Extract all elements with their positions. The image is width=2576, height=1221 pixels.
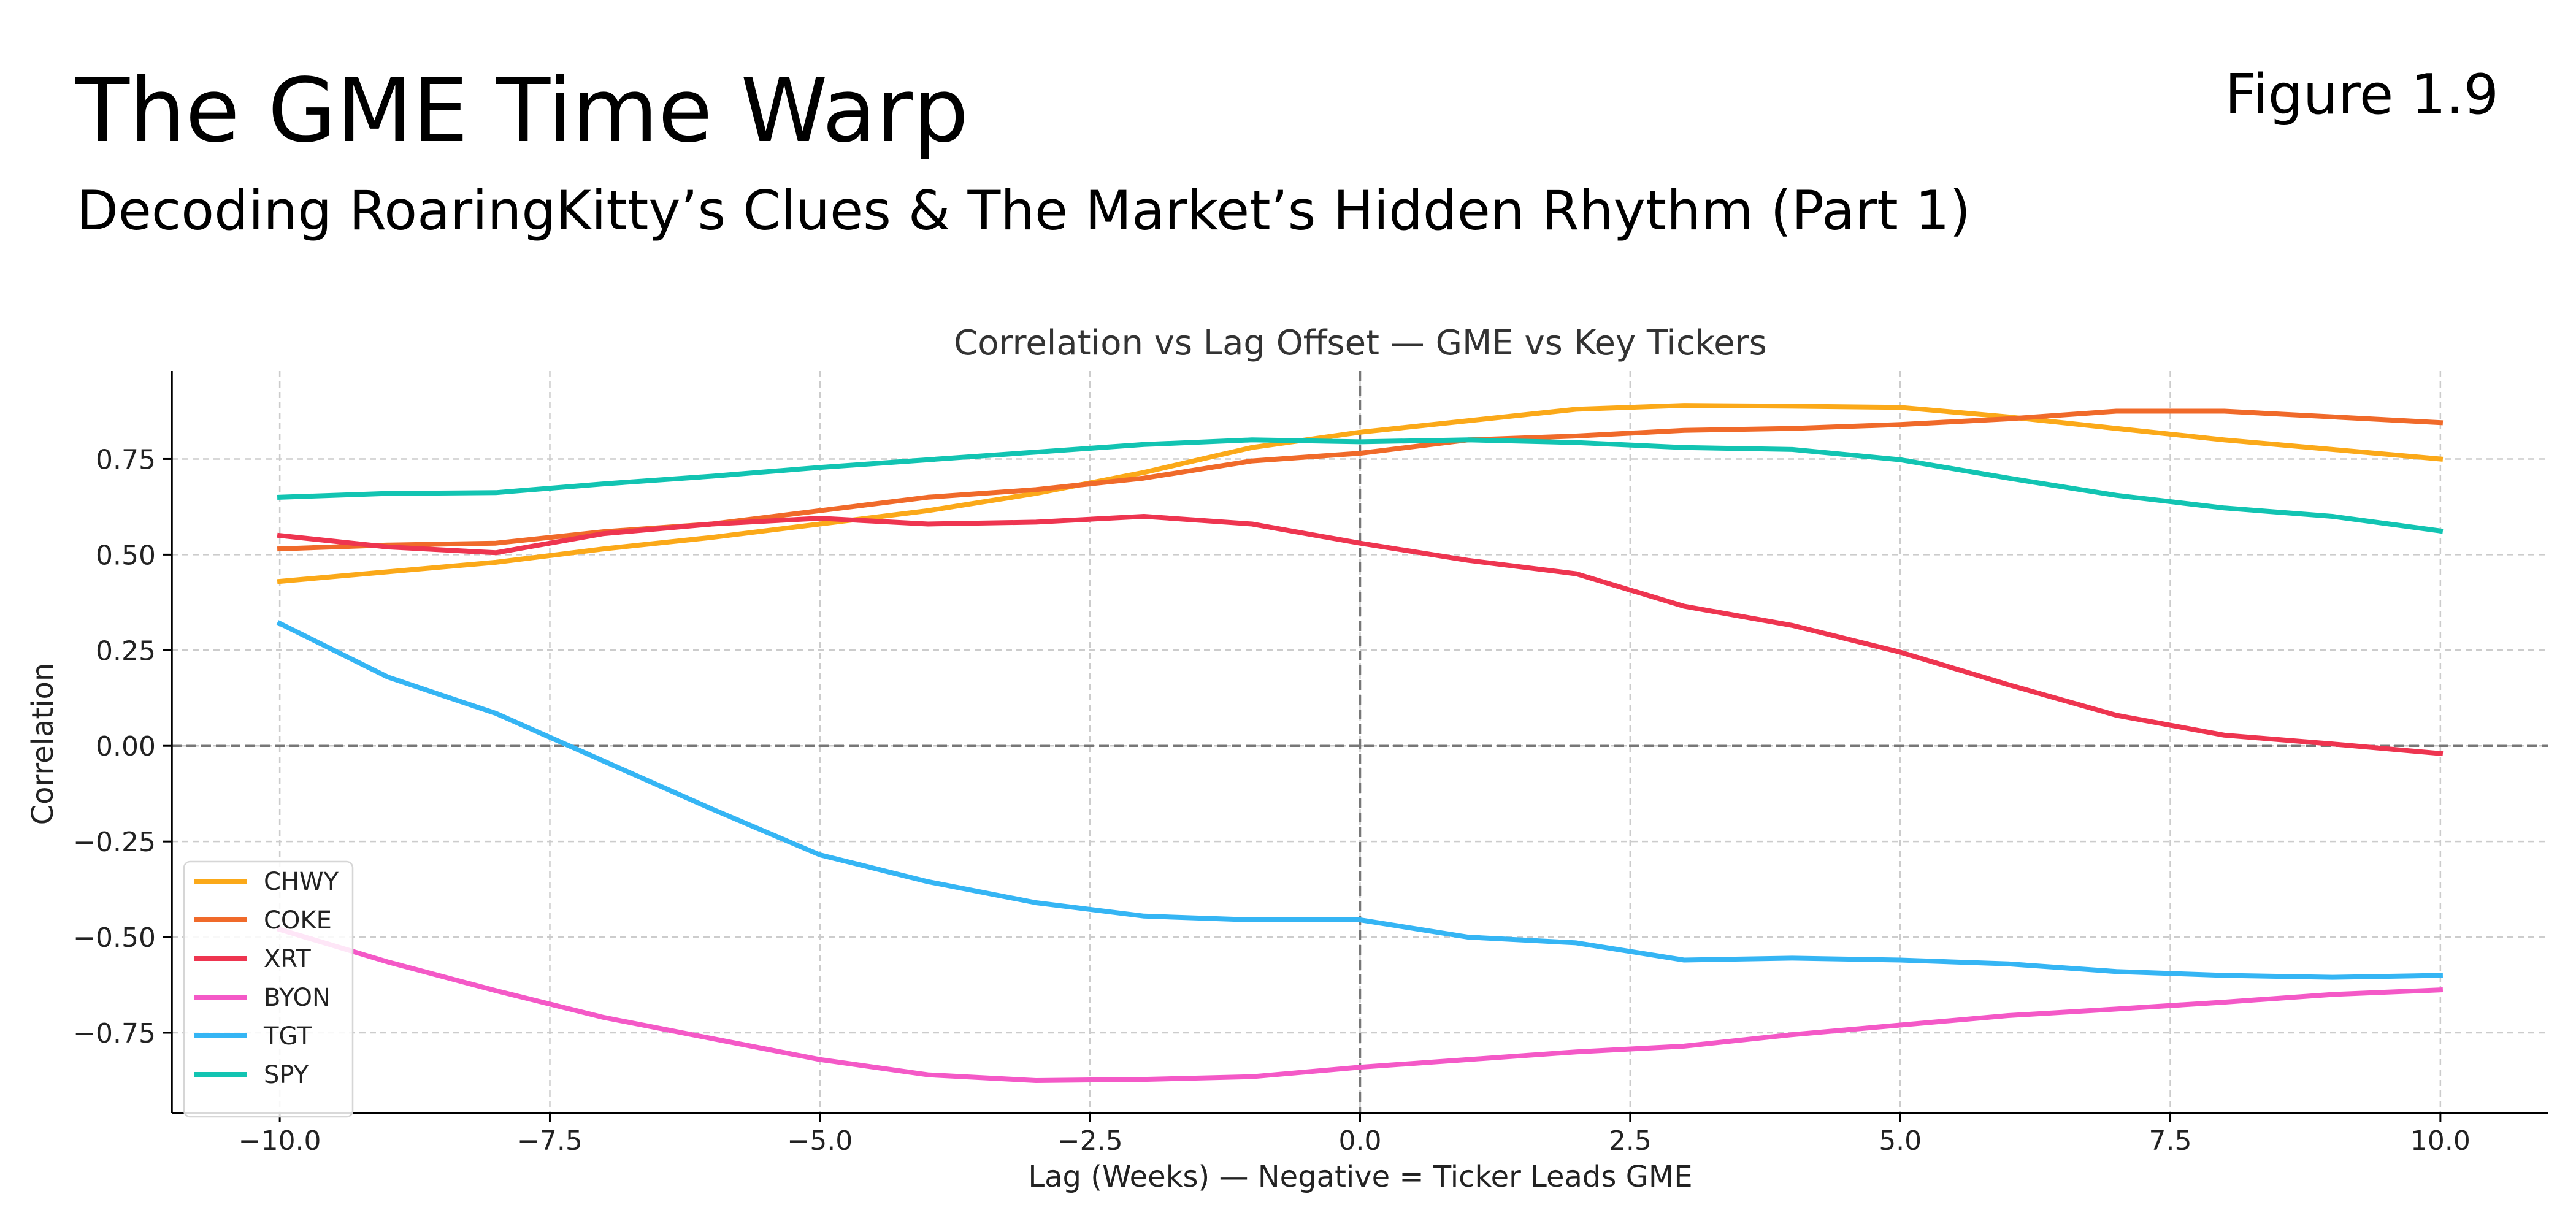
series-line-xrt: [277, 514, 2444, 757]
legend-label-xrt: XRT: [264, 945, 311, 973]
legend-label-tgt: TGT: [263, 1022, 312, 1051]
chart-title: Correlation vs Lag Offset — GME vs Key T…: [954, 323, 1767, 363]
reference-lines: [172, 371, 2548, 1113]
y-tick-label: −0.50: [73, 922, 156, 954]
legend-label-spy: SPY: [264, 1061, 309, 1089]
page-subtitle: Decoding RoaringKitty’s Clues & The Mark…: [77, 179, 1971, 242]
legend-label-byon: BYON: [264, 984, 331, 1012]
series-lines: [276, 403, 2444, 1083]
legend: CHWY COKE XRT BYON TGT SPY: [183, 860, 354, 1118]
series-line-byon: [277, 926, 2444, 1083]
y-axis-label: Correlation: [26, 663, 60, 825]
x-tick-label: −7.5: [517, 1125, 583, 1157]
series-line-tgt: [276, 620, 2443, 980]
x-tick-label: 5.0: [1879, 1125, 1922, 1157]
y-tick-label: 0.75: [96, 444, 156, 475]
x-tick-label: 10.0: [2410, 1125, 2471, 1157]
x-tick-label: 2.5: [1609, 1125, 1652, 1157]
y-tick-label: 0.50: [96, 540, 156, 571]
series-line-chwy: [277, 403, 2444, 584]
page-title: The GME Time Warp: [75, 59, 969, 162]
y-tick-label: −0.75: [73, 1018, 156, 1049]
legend-label-chwy: CHWY: [264, 868, 339, 896]
x-tick-label: 7.5: [2149, 1125, 2192, 1157]
x-tick-label: −5.0: [787, 1125, 853, 1157]
y-tick-label: 0.00: [96, 731, 156, 762]
x-axis-label: Lag (Weeks) — Negative = Ticker Leads GM…: [1028, 1160, 1692, 1194]
legend-label-coke: COKE: [264, 906, 332, 935]
tick-labels: −10.0 −7.5 −5.0 −2.5 0.0 2.5 5.0 7.5 10.0 −0.75 −0…: [73, 444, 2471, 1157]
x-tick-label: −10.0: [239, 1125, 321, 1157]
y-tick-label: 0.25: [96, 635, 156, 667]
x-tick-label: −2.5: [1057, 1125, 1123, 1157]
y-tick-label: −0.25: [73, 827, 156, 858]
series-line-spy: [277, 437, 2444, 534]
x-tick-label: 0.0: [1339, 1125, 1382, 1157]
figure-label: Figure 1.9: [2225, 63, 2499, 127]
legend-box: [183, 860, 354, 1118]
